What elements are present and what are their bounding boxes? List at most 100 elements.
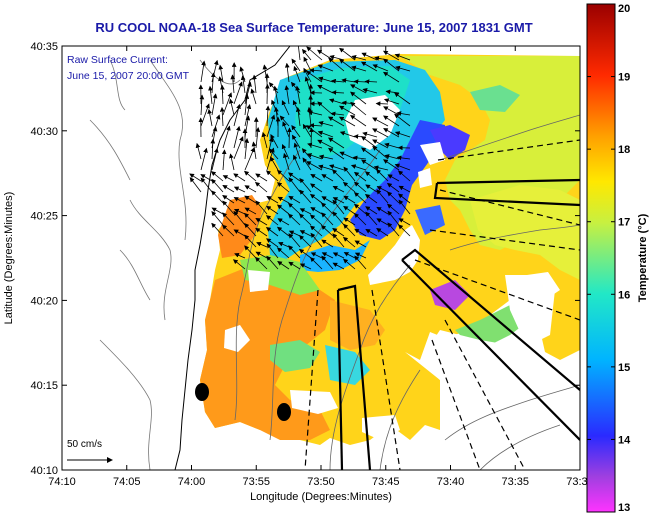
current-arrow (233, 208, 246, 215)
current-arrow (233, 173, 246, 182)
current-arrow (375, 101, 389, 107)
current-arrow (362, 131, 378, 138)
x-tick-label: 74:00 (178, 476, 206, 488)
current-arrow (266, 255, 279, 270)
current-arrow (293, 65, 301, 83)
current-arrow (211, 190, 224, 204)
current-arrow (200, 174, 213, 182)
current-arrow (397, 193, 411, 204)
current-arrow (384, 142, 400, 149)
current-arrow (200, 147, 208, 171)
current-arrow (299, 230, 312, 237)
current-arrow (365, 206, 378, 215)
current-arrow (332, 186, 345, 193)
colorbar-tick-label: 17 (618, 217, 630, 229)
current-arrow (394, 92, 411, 105)
current-arrow (317, 85, 334, 94)
current-arrow (376, 228, 389, 237)
y-axis-label: Latitude (Degrees:Minutes) (3, 192, 15, 325)
current-arrow (276, 182, 290, 193)
y-tick-label: 40:15 (30, 380, 58, 392)
current-arrow (343, 223, 356, 237)
current-arrow (372, 128, 389, 138)
current-arrow (376, 218, 389, 226)
current-arrow (317, 139, 334, 149)
current-arrow (244, 245, 257, 259)
current-arrow (230, 74, 236, 94)
current-arrow (321, 225, 334, 237)
current-arrow (321, 174, 334, 182)
current-arrow (222, 212, 235, 226)
current-arrow (243, 170, 257, 182)
current-arrow (211, 207, 224, 215)
current-arrow (298, 46, 301, 61)
current-arrow (244, 93, 250, 116)
current-arrow (288, 202, 301, 215)
map-area: Raw Surface Current: June 15, 2007 20:00… (62, 46, 580, 470)
current-arrow (352, 155, 367, 161)
current-arrow (277, 261, 290, 270)
current-arrow (310, 173, 323, 182)
current-arrow (195, 142, 202, 160)
current-legend-line2: June 15, 2007 20:00 GMT (67, 70, 190, 82)
current-arrow (233, 81, 243, 105)
current-arrow (332, 197, 345, 204)
current-arrow (279, 115, 290, 127)
current-arrow (232, 259, 246, 270)
current-arrow (332, 233, 345, 248)
x-tick-label: 74:05 (113, 476, 141, 488)
current-arrow (332, 211, 345, 226)
current-arrow (310, 232, 323, 248)
current-arrow (332, 262, 345, 270)
current-arrow (283, 152, 290, 171)
current-arrow (383, 98, 400, 105)
current-arrow (310, 207, 323, 215)
current-arrow (222, 184, 235, 193)
current-arrow (328, 57, 345, 72)
current-arrow (350, 101, 367, 116)
current-arrow (317, 101, 334, 116)
current-arrow (288, 261, 301, 270)
current-arrow (342, 258, 356, 270)
current-arrow (339, 105, 356, 116)
y-tick-label: 40:20 (30, 295, 58, 307)
current-arrow (199, 94, 205, 116)
current-arrow (396, 155, 411, 161)
current-arrow (376, 206, 389, 215)
current-arrow (295, 85, 301, 105)
current-arrow (221, 149, 227, 171)
current-arrow (278, 241, 290, 248)
y-axis-ticks: 40:35 40:30 40:25 40:20 40:15 40:10 (30, 41, 580, 477)
current-arrow (373, 165, 389, 171)
current-vectors (189, 46, 411, 270)
current-arrow (288, 213, 301, 226)
colorbar-tick-label: 19 (618, 72, 630, 84)
current-arrow (234, 253, 246, 259)
colorbar-tick-label: 13 (618, 502, 630, 514)
current-arrow (383, 50, 400, 61)
current-arrow (233, 136, 244, 160)
current-arrow (351, 55, 367, 61)
colorbar (586, 3, 616, 513)
current-arrow (208, 85, 213, 105)
current-arrow (342, 181, 356, 193)
current-arrow (321, 252, 334, 259)
current-arrow (321, 202, 334, 215)
current-arrow (299, 235, 312, 248)
current-arrow (307, 142, 323, 149)
current-arrow (383, 159, 400, 171)
current-arrow (254, 181, 268, 193)
current-arrow (353, 171, 367, 182)
current-arrow (387, 210, 400, 226)
current-arrow (354, 240, 367, 248)
current-arrow (244, 234, 257, 248)
current-arrow (266, 114, 276, 138)
current-arrow (332, 228, 345, 237)
figure-title: RU COOL NOAA-18 Sea Surface Temperature:… (95, 20, 532, 35)
current-arrow (211, 114, 221, 138)
current-arrow (376, 169, 389, 182)
current-arrow (343, 166, 356, 182)
x-tick-label: 73:50 (307, 476, 335, 488)
current-arrow (219, 106, 225, 127)
current-arrow (321, 255, 334, 270)
